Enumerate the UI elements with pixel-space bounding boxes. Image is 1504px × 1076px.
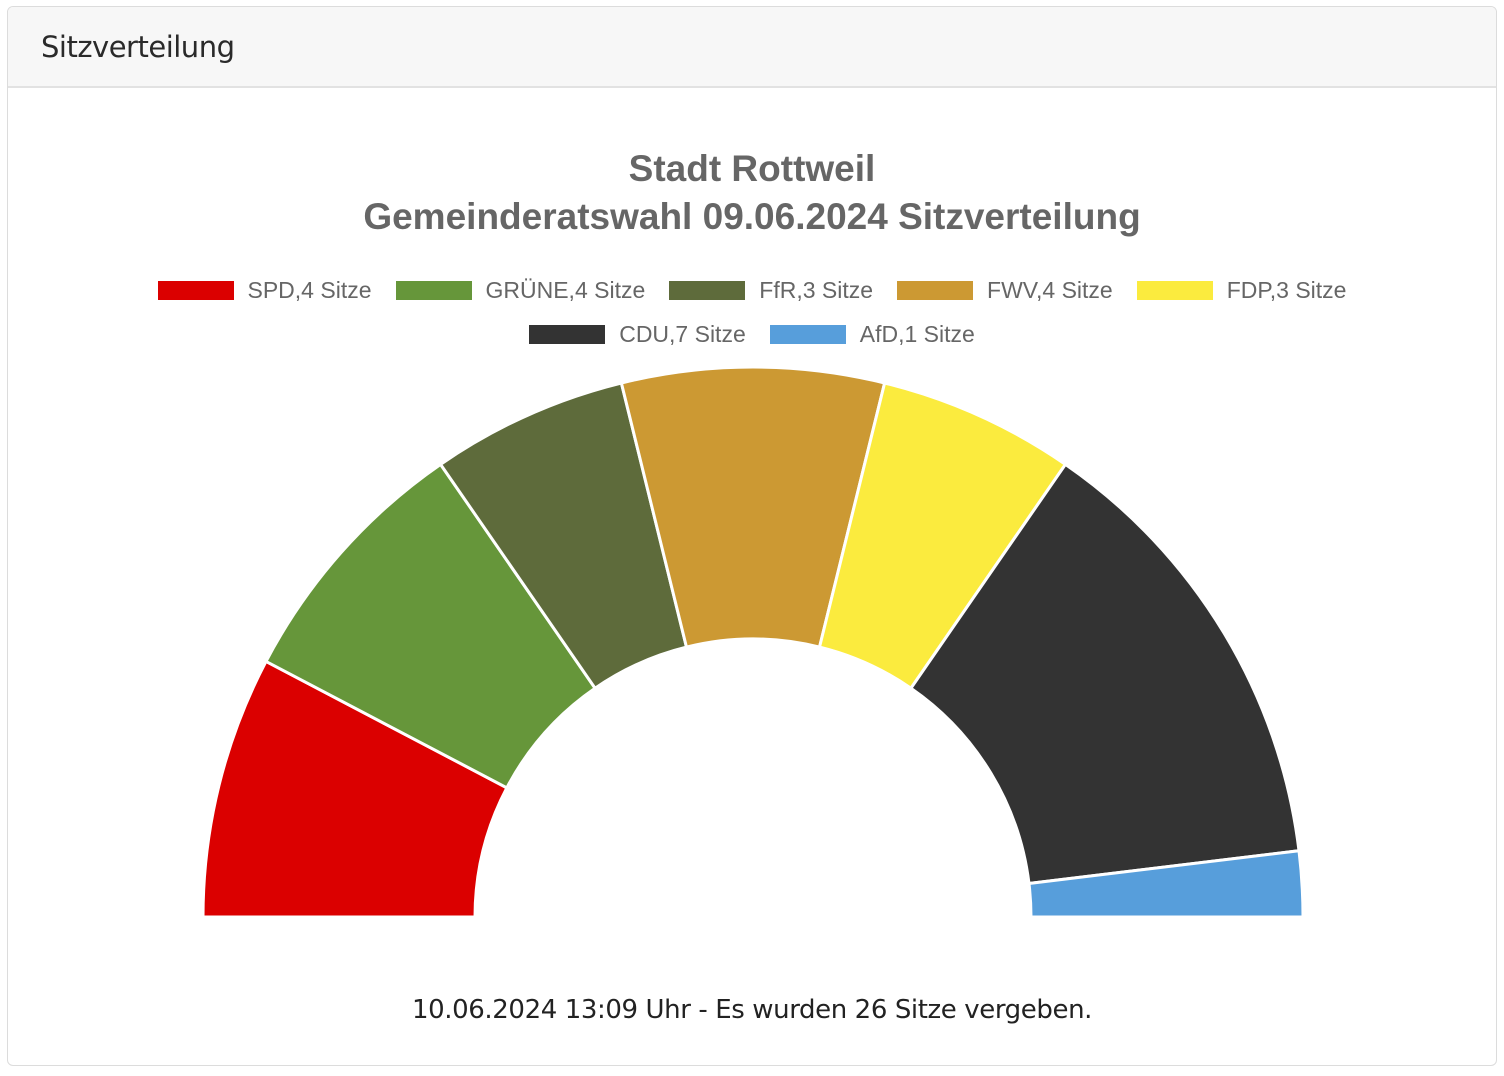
- legend-swatch-gruene: [395, 281, 472, 300]
- legend-item-spd[interactable]: SPD,4 Sitze: [157, 277, 372, 304]
- panel-header: Sitzverteilung: [8, 7, 1496, 88]
- legend-swatch-fwv: [897, 281, 974, 300]
- legend-row-1: SPD,4 Sitze GRÜNE,4 Sitze FfR,3 Sitze FW…: [8, 277, 1496, 304]
- legend-label-fwv: FWV,4 Sitze: [987, 277, 1113, 303]
- legend-label-gruene: GRÜNE,4 Sitze: [485, 277, 646, 303]
- legend-item-afd[interactable]: AfD,1 Sitze: [769, 321, 975, 348]
- legend-swatch-ffr: [669, 281, 746, 300]
- slice-cdu[interactable]: [908, 462, 1301, 886]
- chart-subtitle: Gemeinderatswahl 09.06.2024 Sitzverteilu…: [363, 196, 1141, 237]
- legend-item-gruene[interactable]: GRÜNE,4 Sitze: [395, 277, 646, 304]
- slice-afd[interactable]: [1027, 849, 1305, 919]
- legend-swatch-afd: [769, 325, 846, 344]
- chart-caption: 10.06.2024 13:09 Uhr - Es wurden 26 Sitz…: [411, 995, 1093, 1025]
- legend-label-spd: SPD,4 Sitze: [247, 277, 372, 303]
- legend-label-ffr: FfR,3 Sitze: [759, 277, 874, 303]
- chart-title: Stadt Rottweil: [628, 148, 876, 189]
- panel-title: Sitzverteilung: [41, 29, 235, 64]
- legend-row-2: CDU,7 Sitze AfD,1 Sitze: [8, 321, 1496, 348]
- legend-swatch-spd: [157, 281, 234, 300]
- legend-item-fwv[interactable]: FWV,4 Sitze: [897, 277, 1113, 304]
- legend-item-fdp[interactable]: FDP,3 Sitze: [1136, 277, 1347, 304]
- seat-distribution-panel: Sitzverteilung Stadt Rottweil Gemeindera…: [7, 6, 1497, 1066]
- legend-label-cdu: CDU,7 Sitze: [619, 321, 746, 347]
- seat-distribution-chart: [201, 365, 1305, 919]
- legend-item-ffr[interactable]: FfR,3 Sitze: [669, 277, 873, 304]
- legend-label-fdp: FDP,3 Sitze: [1226, 277, 1347, 303]
- legend-label-afd: AfD,1 Sitze: [859, 321, 975, 347]
- legend-item-cdu[interactable]: CDU,7 Sitze: [529, 321, 746, 348]
- legend-swatch-cdu: [529, 325, 606, 344]
- legend-swatch-fdp: [1136, 281, 1213, 300]
